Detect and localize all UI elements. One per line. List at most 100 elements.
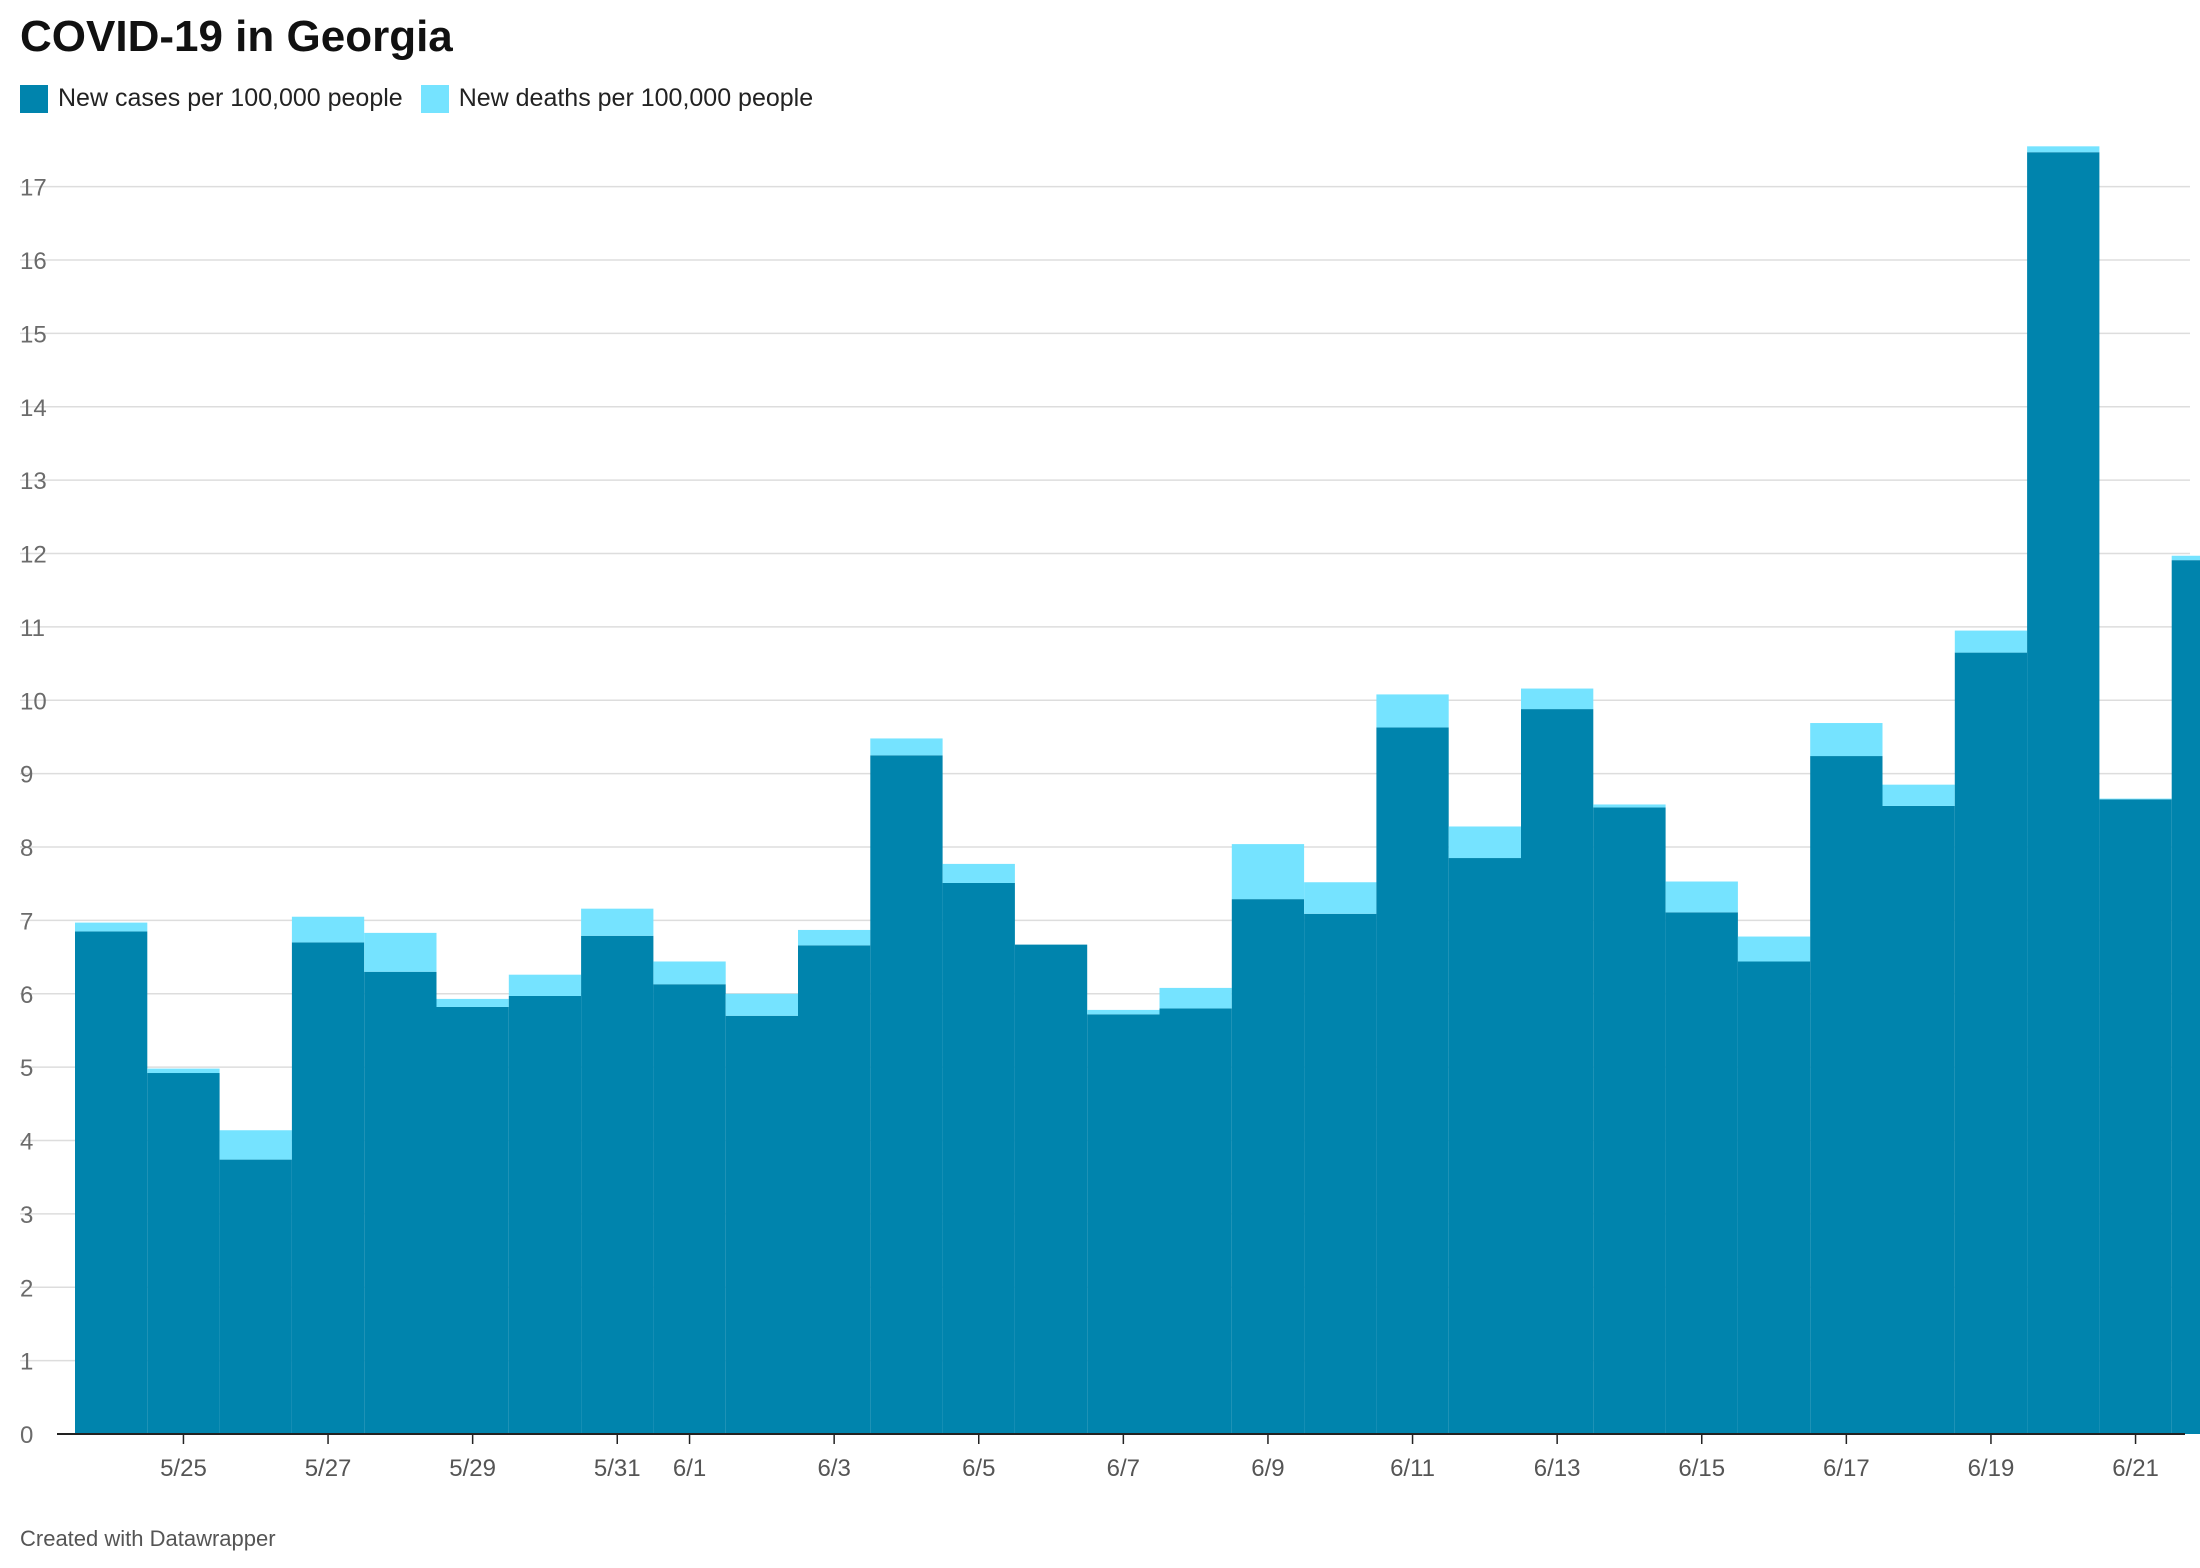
bar-cases <box>1376 727 1449 1434</box>
bar-deaths <box>219 1130 292 1160</box>
bars <box>75 146 2200 1434</box>
bar-cases <box>1737 961 1811 1434</box>
bar-deaths <box>653 961 726 985</box>
bar-cases <box>291 942 365 1434</box>
y-tick-label: 17 <box>20 175 47 202</box>
x-tick-label: 6/15 <box>1678 1455 1725 1482</box>
chart-title: COVID-19 in Georgia <box>20 12 453 61</box>
y-tick-label: 0 <box>20 1422 33 1449</box>
y-tick-label: 14 <box>20 395 47 422</box>
bar-cases <box>1231 899 1305 1434</box>
bar-deaths <box>1665 881 1738 913</box>
bar-deaths <box>1087 1009 1160 1015</box>
bar-deaths <box>1159 987 1232 1009</box>
bar-deaths <box>147 1068 220 1074</box>
bar-cases <box>1810 756 1883 1434</box>
x-tick-label: 6/11 <box>1390 1455 1435 1482</box>
bar-cases <box>1448 858 1521 1434</box>
bar-cases <box>1304 913 1377 1434</box>
bar-cases <box>1954 652 2028 1434</box>
bar-deaths <box>1593 804 1666 808</box>
bar-deaths <box>1448 826 1521 859</box>
bar-cases <box>870 755 943 1434</box>
footer-credit: Created with Datawrapper <box>20 1526 276 1551</box>
x-tick-label: 6/7 <box>1107 1455 1140 1482</box>
x-tick-label: 6/5 <box>962 1455 995 1482</box>
bar-cases <box>581 935 654 1434</box>
bar-deaths <box>2027 146 2100 153</box>
bar-cases <box>2171 560 2200 1434</box>
bar-cases <box>364 971 437 1434</box>
y-tick-label: 8 <box>20 835 33 862</box>
bar-deaths <box>942 863 1015 883</box>
y-tick-label: 4 <box>20 1129 33 1156</box>
x-tick-label: 6/3 <box>817 1455 850 1482</box>
bar-cases <box>942 882 1015 1434</box>
x-tick-label: 6/21 <box>2112 1455 2159 1482</box>
bar-cases <box>1593 807 1666 1434</box>
bar-deaths <box>798 929 871 946</box>
y-tick-label: 15 <box>20 321 47 348</box>
bar-cases <box>798 945 871 1434</box>
bar-deaths <box>1737 936 1811 962</box>
bar-deaths <box>364 932 437 972</box>
bar-cases <box>1665 912 1738 1434</box>
x-tick-label: 6/19 <box>1968 1455 2015 1482</box>
legend-item-deaths: New deaths per 100,000 people <box>420 84 814 113</box>
bar-deaths <box>1304 882 1377 914</box>
y-tick-label: 2 <box>20 1275 33 1302</box>
y-tick-label: 6 <box>20 982 33 1009</box>
bar-cases <box>147 1073 220 1434</box>
x-axis-ticks: 5/25 5/27 5/29 5/31 6/1 6/3 6/5 6/7 6/9 6/11 6/13 6… <box>160 1434 2159 1482</box>
legend-item-cases: New cases per 100,000 people <box>20 84 403 113</box>
bar-deaths <box>581 908 654 936</box>
y-tick-label: 12 <box>20 542 47 569</box>
bar-deaths <box>508 974 582 996</box>
bar-cases <box>2027 152 2100 1434</box>
y-tick-label: 10 <box>20 688 47 715</box>
bar-cases <box>1521 709 1594 1434</box>
x-tick-label: 6/9 <box>1251 1455 1284 1482</box>
legend-label-cases: New cases per 100,000 people <box>58 84 403 112</box>
x-tick-label: 6/17 <box>1823 1455 1870 1482</box>
bar-cases <box>508 995 582 1434</box>
x-tick-label: 5/27 <box>305 1455 352 1482</box>
bar-cases <box>1087 1014 1160 1434</box>
x-tick-label: 6/1 <box>673 1455 706 1482</box>
y-tick-label: 5 <box>20 1055 33 1082</box>
legend: New cases per 100,000 people New deaths … <box>20 84 831 113</box>
bar-deaths <box>2099 798 2172 800</box>
bar-deaths <box>1954 630 2028 653</box>
y-tick-label: 7 <box>20 908 33 935</box>
bar-cases <box>653 984 726 1434</box>
x-tick-label: 6/13 <box>1534 1455 1581 1482</box>
legend-swatch-deaths <box>420 84 449 113</box>
bar-deaths <box>870 738 943 756</box>
bar-cases <box>1014 944 1088 1434</box>
y-tick-label: 13 <box>20 468 47 495</box>
bar-deaths <box>1376 694 1449 728</box>
y-tick-label: 3 <box>20 1202 33 1229</box>
bar-deaths <box>1882 784 1955 806</box>
legend-swatch-cases <box>20 84 48 113</box>
bar-cases <box>1159 1008 1232 1434</box>
bar-deaths <box>725 993 798 1016</box>
bar-deaths <box>1521 688 1594 710</box>
legend-label-deaths: New deaths per 100,000 people <box>458 84 814 112</box>
y-tick-label: 16 <box>20 248 47 275</box>
x-tick-label: 5/29 <box>449 1455 496 1482</box>
y-tick-label: 9 <box>20 762 33 789</box>
bar-cases <box>1882 805 1955 1434</box>
y-tick-label: 1 <box>20 1349 33 1376</box>
x-tick-label: 5/31 <box>594 1455 641 1482</box>
bar-deaths <box>1231 844 1305 900</box>
bar-cases <box>725 1015 798 1434</box>
bar-deaths <box>75 922 148 932</box>
bar-deaths <box>436 998 509 1007</box>
bar-cases <box>219 1159 292 1434</box>
bar-cases <box>2099 799 2172 1434</box>
bar-deaths <box>1810 723 1883 757</box>
bar-cases <box>436 1006 509 1434</box>
